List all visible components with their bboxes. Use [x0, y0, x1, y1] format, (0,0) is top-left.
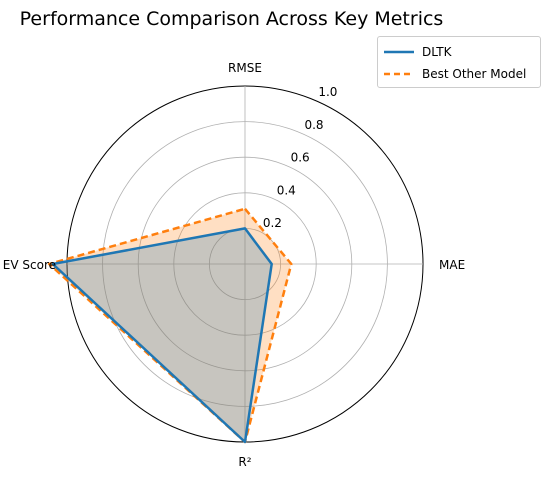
series-layer [47, 207, 293, 444]
axis-label: MAE [439, 258, 465, 272]
axis-label: RMSE [228, 61, 262, 75]
series-fill-best-other [49, 208, 292, 442]
axis-label: EV Score [3, 258, 56, 272]
series-fill-dltk [52, 228, 272, 442]
legend-item-best-other: Best Other Model [384, 64, 526, 84]
chart-title: Performance Comparison Across Key Metric… [19, 8, 444, 30]
r-tick-label: 0.4 [277, 183, 296, 197]
legend-item-dltk: DLTK [384, 42, 451, 62]
legend: DLTK Best Other Model [377, 36, 541, 88]
r-tick-label: 1.0 [318, 85, 337, 99]
legend-label-best-other: Best Other Model [422, 67, 527, 81]
grid [66, 85, 424, 443]
legend-line-dltk [384, 50, 414, 54]
r-tick-label: 0.8 [304, 118, 323, 132]
r-tick-label: 0.2 [263, 216, 282, 230]
legend-line-best-other [384, 72, 414, 76]
series-line-dltk [51, 227, 273, 444]
legend-label-dltk: DLTK [422, 45, 452, 59]
r-tick-label: 0.6 [291, 151, 310, 165]
axis-label: R² [238, 455, 251, 469]
labels: 0.2 0.4 0.6 0.8 1.0 RMSE MAE R² EV Score [3, 61, 465, 469]
